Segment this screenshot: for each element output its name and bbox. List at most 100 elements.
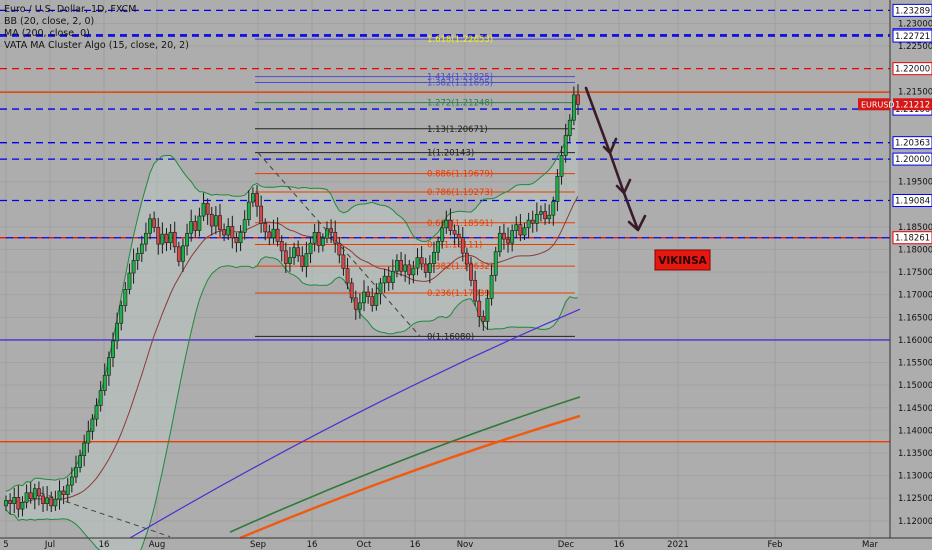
candle-body-121 <box>502 232 506 240</box>
candle-body-129 <box>534 213 539 224</box>
candle-body-16 <box>69 476 74 486</box>
candle-body-125 <box>518 224 523 236</box>
candle-body-126 <box>522 227 527 236</box>
candle-body-38 <box>160 233 165 245</box>
candle-body-19 <box>82 442 87 457</box>
level-tag-7: 1.19084 <box>895 197 930 207</box>
candle-body-32 <box>135 253 140 261</box>
candle-body-87 <box>362 291 366 304</box>
candle-body-26 <box>111 340 115 358</box>
candle-body-50 <box>209 213 214 227</box>
fib-label-11: 0.236(1.17039) <box>427 289 493 299</box>
time-axis[interactable]: 5 Jul 16 Aug Sep 16 Oct 16 Nov Dec 16 2021 Feb Mar <box>0 537 932 550</box>
level-tag-bg-3 <box>892 62 932 76</box>
level-tag-bg-6 <box>892 152 932 166</box>
level-tag-3: 1.22000 <box>895 65 930 75</box>
candle-body-15 <box>65 484 70 495</box>
price-tick-9: 1.16500 <box>898 313 932 323</box>
candle-body-82 <box>341 254 346 269</box>
candle-body-58 <box>242 219 247 233</box>
fib-label-8: 0.618(1.18591) <box>427 219 493 229</box>
candle-body-80 <box>333 232 338 244</box>
candle-body-24 <box>102 374 107 391</box>
candle-body-135 <box>559 155 564 177</box>
fib-label-12: 0(1.16080) <box>427 332 474 342</box>
candle-body-34 <box>144 232 148 245</box>
price-tick-5: 1.14500 <box>898 404 932 414</box>
vata-indicator-label[interactable]: VATA MA Cluster Algo (15, close, 20, 2) <box>4 40 189 51</box>
price-tick-8: 1.16000 <box>898 336 932 346</box>
time-label-11: 2021 <box>667 540 689 550</box>
cluster-line-green <box>229 396 581 533</box>
candle-body-84 <box>349 282 354 299</box>
ma-indicator-label[interactable]: MA (200, close, 0) <box>4 28 90 39</box>
candle-body-65 <box>271 228 276 239</box>
candle-body-138 <box>571 94 576 121</box>
candle-body-1 <box>8 500 13 504</box>
time-label-6: Oct <box>357 540 372 550</box>
candle-body-139 <box>576 94 580 105</box>
candle-body-97 <box>403 264 408 272</box>
fib-label-4: 1.13(1.20671) <box>427 125 488 135</box>
candle-body-100 <box>415 257 420 269</box>
candle-body-36 <box>152 218 157 228</box>
candle-body-91 <box>378 282 383 295</box>
candle-body-114 <box>473 279 478 302</box>
candle-body-88 <box>366 291 371 297</box>
candle-body-22 <box>94 405 99 420</box>
candle-body-8 <box>37 488 41 497</box>
level-tag-6: 1.20000 <box>895 155 930 165</box>
candle-body-46 <box>193 221 198 231</box>
candle-body-48 <box>201 203 206 217</box>
price-tick-10: 1.17000 <box>898 291 932 301</box>
bollinger-band-fill <box>6 94 578 550</box>
candle-body-124 <box>514 224 519 231</box>
candle-body-112 <box>464 252 469 265</box>
candle-body-107 <box>444 219 449 229</box>
fib-label-5: 1(1.20143) <box>427 149 474 159</box>
price-tick-1: 1.12500 <box>898 494 932 504</box>
candle-body-96 <box>399 260 403 272</box>
candle-body-25 <box>106 357 111 376</box>
candle-body-11 <box>49 497 54 507</box>
candle-body-57 <box>238 232 243 244</box>
candle-body-9 <box>41 495 45 504</box>
symbol-tag: EURUSD <box>861 100 895 109</box>
price-tick-17: 1.22500 <box>898 42 932 52</box>
candle-body-62 <box>259 205 264 224</box>
price-tick-0: 1.12000 <box>898 517 932 527</box>
level-tag-0: 1.23289 <box>895 6 930 16</box>
price-tick-3: 1.13500 <box>898 449 932 459</box>
price-axis[interactable]: 1.12000 1.12500 1.13000 1.13500 1.14000 1.145… <box>858 0 932 538</box>
bb-area <box>6 94 578 550</box>
drawings <box>39 86 647 538</box>
time-label-12: Feb <box>767 540 782 550</box>
candle-body-70 <box>292 247 296 258</box>
candle-body-115 <box>477 300 482 317</box>
candle-body-73 <box>304 253 309 268</box>
candle-body-0 <box>4 500 8 507</box>
candle-body-44 <box>185 232 189 247</box>
candle-body-71 <box>296 247 301 257</box>
down-arrow <box>584 86 647 232</box>
price-tick-18: 1.23000 <box>898 19 932 29</box>
candle-body-64 <box>267 231 272 239</box>
candle-body-85 <box>353 297 358 310</box>
time-label-7: 16 <box>410 540 421 550</box>
candle-body-76 <box>316 232 321 246</box>
candle-body-63 <box>263 222 268 233</box>
bb-indicator-label[interactable]: BB (20, close, 2, 0) <box>4 16 95 27</box>
bb-basis-line <box>5 196 579 504</box>
candle-body-98 <box>407 264 412 276</box>
symbol-title[interactable]: Euro / U.S. Dollar, 1D, FXCM <box>4 4 137 15</box>
candle-body-45 <box>189 221 194 234</box>
level-tag-5: 1.20363 <box>895 139 930 149</box>
candle-body-4 <box>20 501 25 510</box>
candle-body-60 <box>251 193 255 203</box>
candle-body-103 <box>427 263 432 273</box>
candle-body-120 <box>497 232 502 253</box>
candle-body-90 <box>374 293 379 306</box>
candle-body-94 <box>390 270 395 283</box>
candle-body-37 <box>156 227 161 245</box>
